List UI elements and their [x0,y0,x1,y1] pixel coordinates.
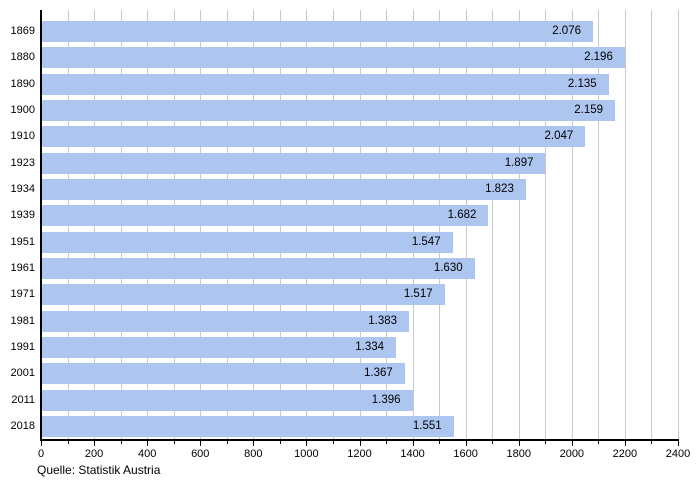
y-axis-label: 1934 [10,182,35,195]
x-axis-tick [94,440,96,446]
y-axis-label: 2001 [10,367,35,380]
gridline [518,10,520,439]
x-axis-tick [67,440,69,444]
y-axis-label: 1971 [10,288,35,301]
x-axis-tick [200,440,202,446]
bar-value-label: 2.047 [544,130,574,143]
bar: 1.823 [42,178,526,200]
y-axis-label: 1939 [10,209,35,222]
y-axis-label: 1991 [10,340,35,353]
x-axis-tick [624,440,626,446]
bar-value-label: 1.547 [411,235,441,248]
bar: 1.517 [42,284,445,306]
bar-value-label: 1.551 [412,419,442,432]
x-axis-tick [465,440,467,446]
bar: 2.196 [42,47,625,69]
y-axis-label: 1910 [10,130,35,143]
gridline [678,10,679,439]
bar: 2.047 [42,126,586,148]
bar-value-label: 2.076 [552,25,581,37]
x-axis-tick [571,440,573,446]
bar-value-label: 1.630 [433,261,463,274]
source-note: Quelle: Statistik Austria [37,463,161,477]
x-axis-tick [173,440,175,444]
bar-value-label: 1.367 [364,367,393,380]
bar: 1.383 [42,310,410,332]
bar: 2.076 [42,21,593,42]
x-axis-tick-label: 2400 [665,448,691,460]
x-axis-tick-label: 400 [137,448,157,460]
bar-value-label: 1.517 [403,288,433,301]
bar-value-label: 1.897 [504,156,534,169]
x-axis-tick [386,440,388,444]
y-axis-label: 1951 [10,235,35,248]
bar-value-label: 1.383 [368,314,398,327]
x-axis-tick [359,440,361,446]
x-axis-tick-label: 0 [37,448,45,460]
y-axis-label: 2018 [10,419,35,432]
x-axis-tick [147,440,149,446]
bar-value-label: 1.334 [355,340,385,353]
x-axis-tick [41,440,42,446]
bar: 1.551 [42,415,454,437]
y-axis-label: 1880 [10,51,35,64]
bar-value-label: 1.396 [371,393,401,406]
x-axis-tick [518,440,520,446]
y-axis-line [40,10,42,440]
x-axis-tick [598,440,600,444]
x-axis-tick-label: 1200 [347,448,372,460]
bar-value-label: 1.823 [485,182,514,195]
y-axis-label: 2011 [11,393,35,406]
bar-value-label: 2.159 [574,103,604,116]
gridline [651,10,653,439]
x-axis-tick-label: 1600 [453,448,478,460]
y-axis-label: 1890 [10,77,35,90]
bar: 1.367 [42,363,405,385]
x-axis-tick [545,440,547,444]
y-axis-label: 1981 [10,314,35,327]
bar: 1.682 [42,205,489,227]
x-axis-line [40,439,679,441]
x-axis-tick-label: 200 [84,448,104,460]
bar: 2.159 [42,99,616,121]
x-axis-tick [226,440,228,444]
gridline [571,10,573,439]
bar: 1.334 [42,336,397,358]
gridline [598,10,600,439]
x-axis-tick-label: 1000 [294,448,319,460]
x-axis-tick-label: 1800 [506,448,531,460]
bar: 1.897 [42,152,546,174]
y-axis-label: 1961 [10,261,35,274]
x-axis-tick [332,440,334,444]
x-axis-tick [412,440,414,446]
x-axis-tick [279,440,281,444]
x-axis-tick-label: 800 [244,448,263,460]
x-axis-tick [306,440,308,446]
gridline [624,10,626,439]
x-axis-tick-label: 2000 [559,448,585,460]
gridline [545,10,547,439]
x-axis-tick [253,440,255,446]
x-axis-tick [651,440,653,444]
y-axis-label: 1869 [10,25,35,37]
gridline [492,10,494,439]
x-axis-tick [120,440,122,444]
bar-value-label: 2.196 [584,51,613,64]
y-axis-label: 1923 [10,156,35,169]
x-axis-tick-label: 2200 [612,448,638,460]
bar-value-label: 1.682 [447,209,477,222]
x-axis-tick [678,440,679,446]
x-axis-tick-label: 1400 [400,448,425,460]
bar: 1.630 [42,257,475,279]
x-axis-tick [492,440,494,444]
bar: 1.547 [42,231,453,253]
y-axis-label: 1900 [10,103,35,116]
bar: 2.135 [42,73,609,95]
x-axis-tick-label: 600 [191,448,210,460]
bar: 1.396 [42,389,413,411]
x-axis-tick [439,440,441,444]
bar-value-label: 2.135 [567,77,597,90]
